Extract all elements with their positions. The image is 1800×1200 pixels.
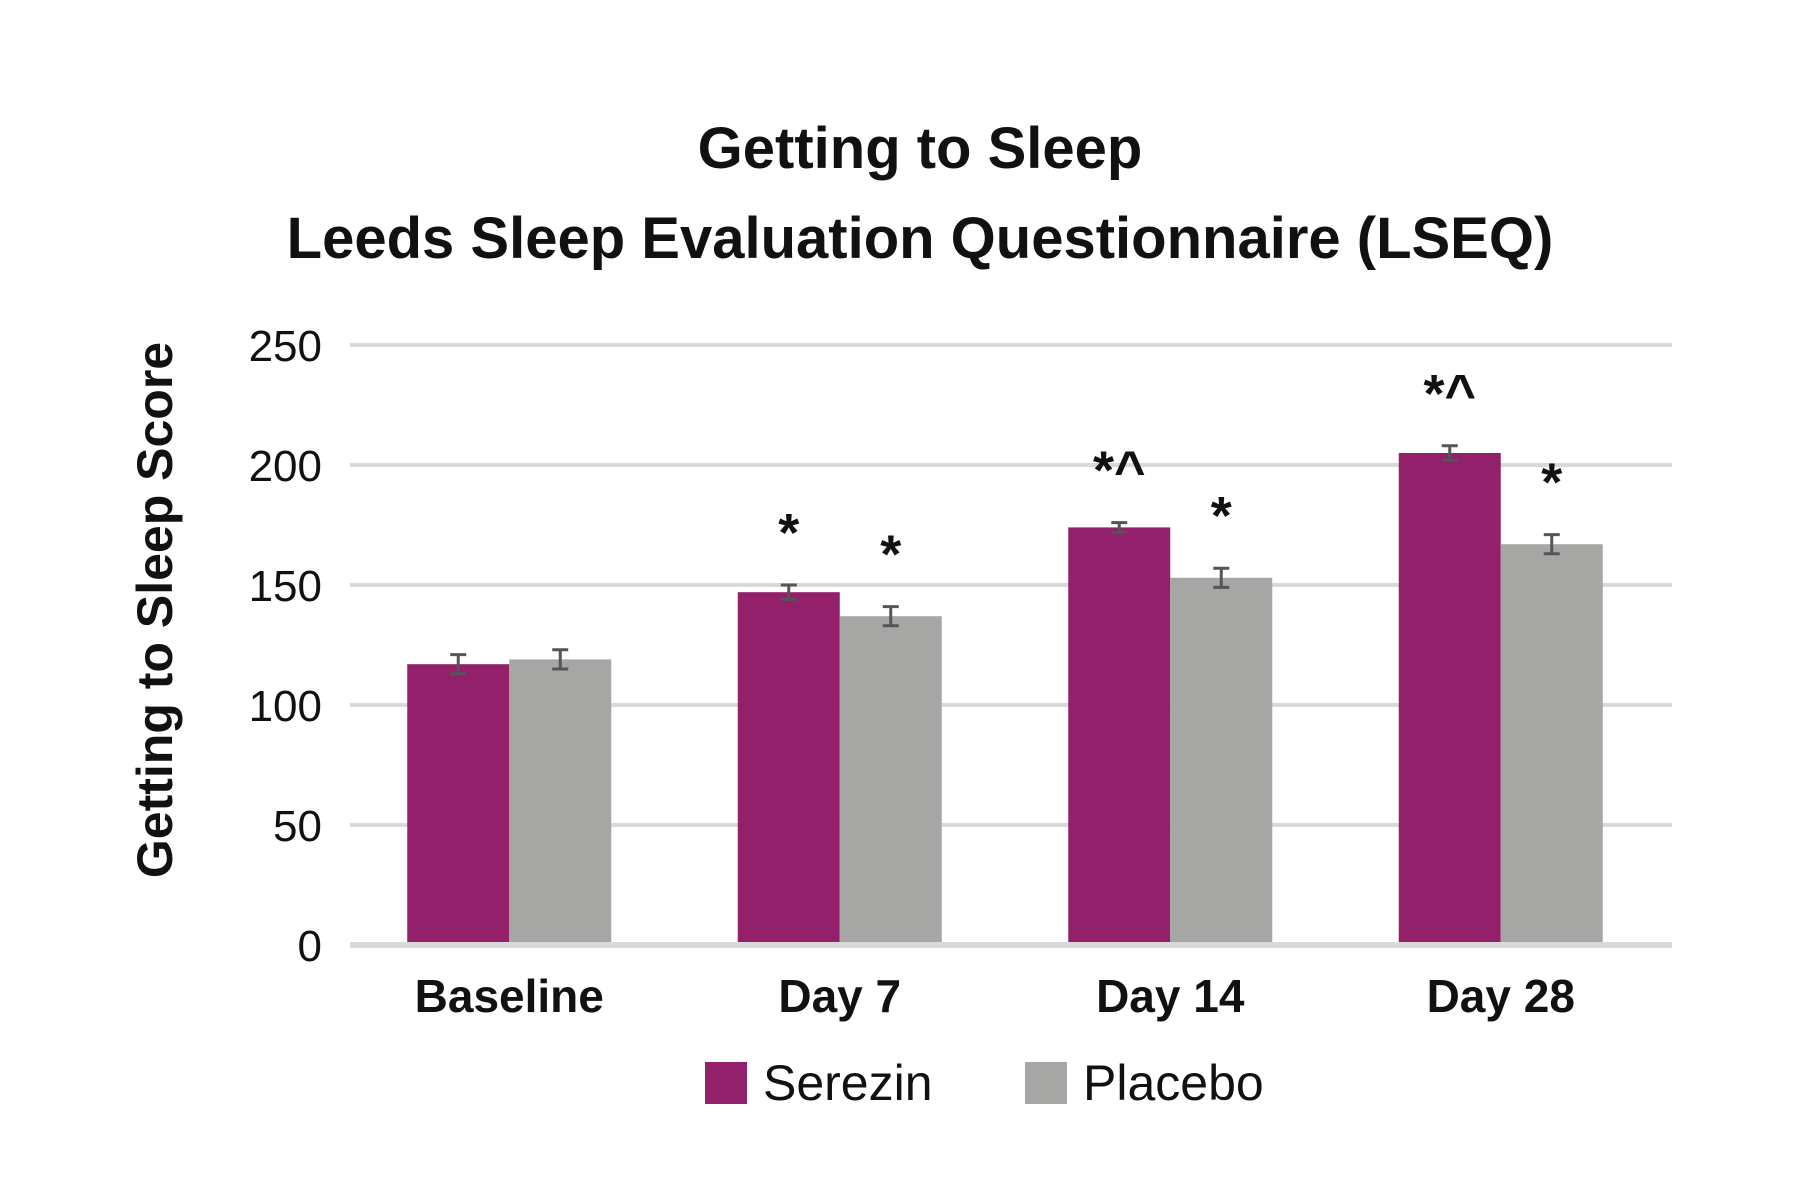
y-tick-label: 150 <box>249 562 322 611</box>
error-bar <box>450 653 467 676</box>
significance-marker: *^ <box>1423 364 1476 424</box>
bar-serezin-day-28 <box>1398 453 1501 942</box>
x-tick-label: Day 7 <box>778 970 901 1022</box>
y-tick-labels: 0 50 100 150 200 250 <box>249 322 322 971</box>
y-tick-label: 100 <box>249 682 322 731</box>
error-bars <box>450 444 1560 676</box>
bar-placebo-day-28 <box>1500 544 1603 942</box>
significance-annotations: * * *^ * *^ * <box>778 364 1562 585</box>
legend-label: Placebo <box>1083 1055 1264 1111</box>
bar-serezin-baseline <box>407 664 510 942</box>
error-bar <box>780 583 797 601</box>
legend-item-serezin: Serezin <box>705 1055 933 1111</box>
x-tick-label: Day 28 <box>1427 970 1575 1022</box>
error-bar <box>1213 566 1230 589</box>
y-axis-label: Getting to Sleep Score <box>127 342 183 878</box>
significance-marker: * <box>778 503 799 563</box>
error-bar <box>1111 521 1128 534</box>
legend-label: Serezin <box>763 1055 933 1111</box>
bar-placebo-baseline <box>509 659 612 942</box>
y-tick-label: 200 <box>249 442 322 491</box>
significance-marker: * <box>880 525 901 585</box>
bar-serezin-day-7 <box>737 592 840 942</box>
legend-item-placebo: Placebo <box>1025 1055 1264 1111</box>
y-tick-label: 250 <box>249 322 322 371</box>
bar-placebo-day-7 <box>839 616 942 942</box>
error-bar <box>552 648 569 671</box>
significance-marker: *^ <box>1093 441 1146 501</box>
error-bar <box>1543 533 1560 556</box>
bar-placebo-day-14 <box>1170 577 1273 942</box>
error-bar <box>882 605 899 628</box>
significance-marker: * <box>1541 453 1562 513</box>
bars <box>407 453 1603 942</box>
chart-title-line-1: Getting to Sleep <box>698 116 1143 181</box>
y-tick-label: 0 <box>298 922 322 971</box>
x-tick-label: Baseline <box>415 970 604 1022</box>
error-bar <box>1441 444 1458 462</box>
significance-marker: * <box>1211 486 1232 546</box>
legend-swatch <box>1025 1062 1067 1104</box>
y-tick-label: 50 <box>273 802 322 851</box>
x-tick-labels: Baseline Day 7 Day 14 Day 28 <box>415 970 1575 1022</box>
legend: Serezin Placebo <box>705 1055 1264 1111</box>
chart-title: Getting to Sleep Leeds Sleep Evaluation … <box>287 116 1554 271</box>
legend-swatch <box>705 1062 747 1104</box>
chart-title-line-2: Leeds Sleep Evaluation Questionnaire (LS… <box>287 206 1554 271</box>
bar-serezin-day-14 <box>1068 527 1171 942</box>
x-tick-label: Day 14 <box>1096 970 1245 1022</box>
